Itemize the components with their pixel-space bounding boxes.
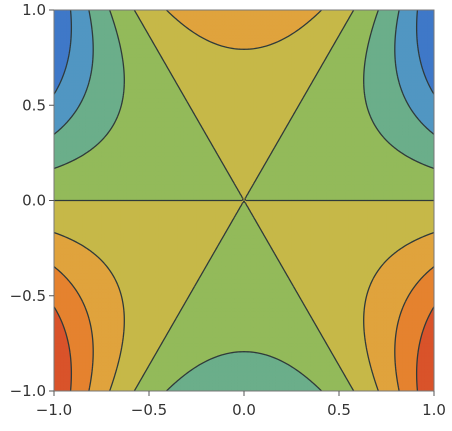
x-tick-label: 0.0 [232,401,256,419]
y-tick-label: 0.0 [22,192,46,210]
contour-line-8 [54,306,434,391]
y-tick-label: −1.0 [10,382,46,400]
contour-line-7 [54,266,434,391]
x-tick-label: −1.0 [36,401,72,419]
x-tick-label: 1.0 [422,401,446,419]
x-tick-label: 0.5 [327,401,351,419]
y-axis: −1.0 −0.5 0.0 0.5 1.0 [10,1,54,400]
y-tick-label: 1.0 [22,1,46,19]
x-axis: −1.0 −0.5 0.0 0.5 1.0 [36,391,446,419]
y-tick-label: 0.5 [22,96,46,114]
contour-line-6 [54,10,434,391]
contour-lines [54,10,434,391]
y-tick-label: −0.5 [10,287,46,305]
contour-line-5 [54,10,434,391]
x-tick-label: −0.5 [131,401,167,419]
